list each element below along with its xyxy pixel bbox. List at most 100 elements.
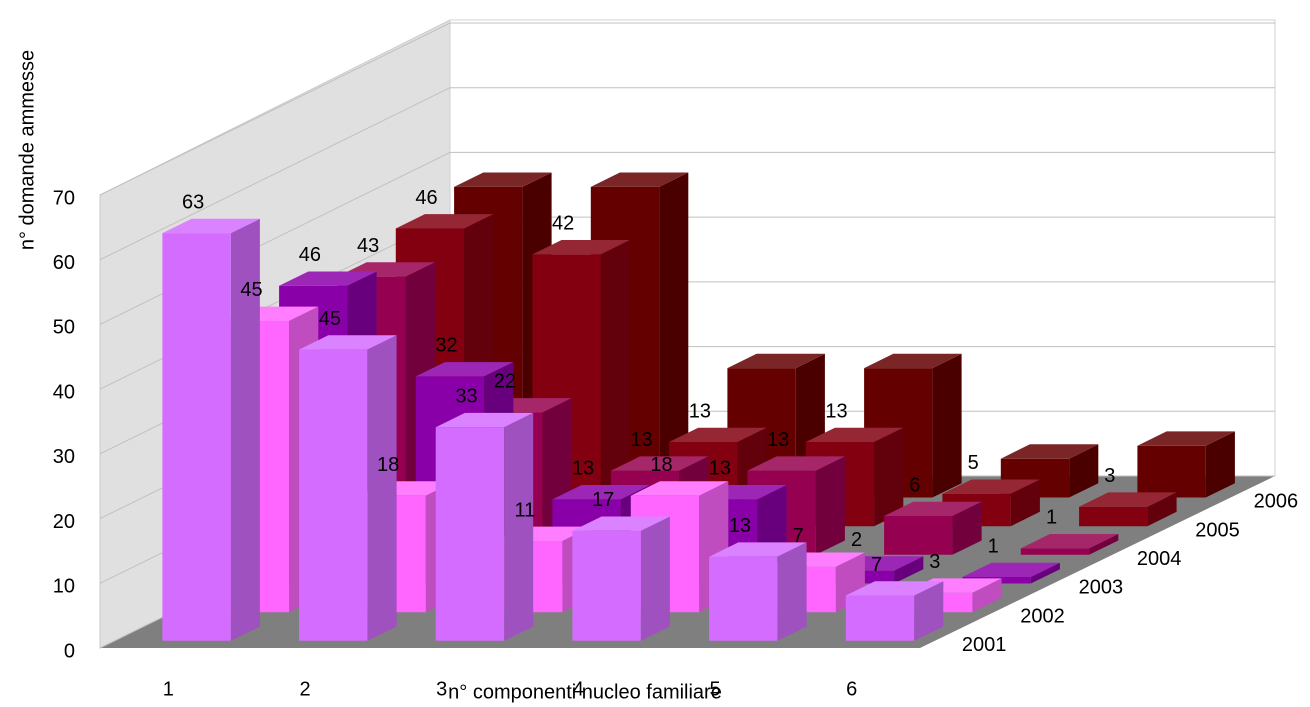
bar <box>884 501 982 555</box>
bar-top <box>630 481 729 496</box>
series-label: 2005 <box>1195 519 1240 541</box>
grid-line <box>99 22 451 196</box>
series-label: 2003 <box>1079 577 1124 599</box>
data-label: 18 <box>377 454 399 476</box>
bar-top <box>435 412 534 428</box>
series-label: 2002 <box>1020 605 1065 627</box>
bar-top <box>669 427 767 442</box>
bar-side <box>1030 562 1060 584</box>
data-label: 11 <box>514 499 535 521</box>
bar-side <box>777 542 807 641</box>
bar-top <box>532 240 630 255</box>
data-label: 33 <box>455 386 477 408</box>
bar-side <box>367 335 397 641</box>
data-label: 3 <box>1104 465 1115 487</box>
bar-side <box>1069 444 1099 498</box>
data-label: 46 <box>415 187 437 209</box>
x-tick-label: 6 <box>846 678 857 700</box>
data-label: 13 <box>709 458 731 480</box>
bar-top <box>454 172 552 187</box>
y-tick-label: 20 <box>53 511 75 533</box>
bar <box>435 412 534 641</box>
y-tick-label: 40 <box>53 381 75 403</box>
data-label: 45 <box>240 279 262 301</box>
series-label: 2006 <box>1254 491 1299 513</box>
grid-line <box>99 87 451 261</box>
y-tick-label: 10 <box>53 576 75 598</box>
bar-top <box>942 479 1040 494</box>
bar-front <box>884 516 953 555</box>
y-tick-label: 30 <box>53 446 75 468</box>
x-tick-label: 3 <box>436 678 447 700</box>
y-tick-label: 0 <box>64 640 75 662</box>
y-tick-label: 50 <box>53 317 75 339</box>
bar-front <box>1137 445 1206 498</box>
bar <box>845 581 944 641</box>
data-label: 42 <box>552 213 574 235</box>
x-tick-label: 1 <box>163 678 174 700</box>
bar <box>1020 534 1119 555</box>
bar-side <box>815 456 845 555</box>
bar-side <box>894 556 924 584</box>
bar-front <box>299 349 368 641</box>
bar-top <box>845 581 944 596</box>
bar-top <box>552 485 650 500</box>
data-label: 3 <box>929 551 940 573</box>
bar-side <box>1147 492 1177 527</box>
grid-line <box>99 151 451 325</box>
bar <box>572 516 670 641</box>
bar-side <box>1205 431 1235 498</box>
grid-line <box>99 216 451 390</box>
data-label: 13 <box>767 429 789 451</box>
bar-front <box>162 233 231 641</box>
bar-side <box>914 581 944 641</box>
data-label: 18 <box>650 454 672 476</box>
data-label: 6 <box>909 474 920 496</box>
bar-top <box>805 427 904 442</box>
data-label: 43 <box>357 235 379 257</box>
bar-side <box>952 501 982 555</box>
bar-top <box>1020 534 1119 549</box>
bar-top <box>1000 444 1099 459</box>
bar-side <box>932 353 962 498</box>
data-label: 32 <box>435 335 457 357</box>
bar <box>1079 492 1177 527</box>
bar-top <box>709 542 807 557</box>
bar <box>162 218 260 641</box>
data-label: 2 <box>851 529 862 551</box>
bar-top <box>1137 431 1235 446</box>
bar <box>299 335 397 641</box>
bar-side <box>600 240 630 527</box>
data-label: 17 <box>592 489 614 511</box>
bar-top <box>962 562 1060 577</box>
bar-front <box>1079 506 1148 527</box>
series-label: 2004 <box>1137 548 1182 570</box>
x-axis-title: n° componenti nucleo familiare <box>448 681 722 703</box>
bar-top <box>610 456 709 471</box>
bar-top <box>747 456 845 471</box>
bar-front <box>435 427 505 641</box>
bar-top <box>395 214 494 229</box>
bar-top <box>162 218 260 234</box>
bar-side <box>640 516 670 641</box>
bar <box>709 542 807 641</box>
bar-side <box>874 427 904 527</box>
bar-front <box>709 556 778 641</box>
data-label: 46 <box>299 244 321 266</box>
bar-top <box>884 501 982 516</box>
y-tick-label: 70 <box>53 187 75 209</box>
data-label: 1 <box>988 535 999 557</box>
data-label: 1 <box>1046 507 1057 529</box>
x-tick-label: 4 <box>573 678 584 700</box>
bar-top <box>572 516 670 531</box>
data-label: 13 <box>630 429 652 451</box>
data-label: 13 <box>689 400 711 422</box>
bar-side <box>230 218 260 641</box>
bar-top <box>299 335 397 350</box>
data-label: 22 <box>494 371 516 393</box>
y-axis-title: n° domande ammesse <box>16 50 38 250</box>
data-label: 13 <box>825 400 847 422</box>
series-label: 2001 <box>962 634 1007 656</box>
bar-front <box>845 595 915 641</box>
bar-side <box>659 172 689 498</box>
